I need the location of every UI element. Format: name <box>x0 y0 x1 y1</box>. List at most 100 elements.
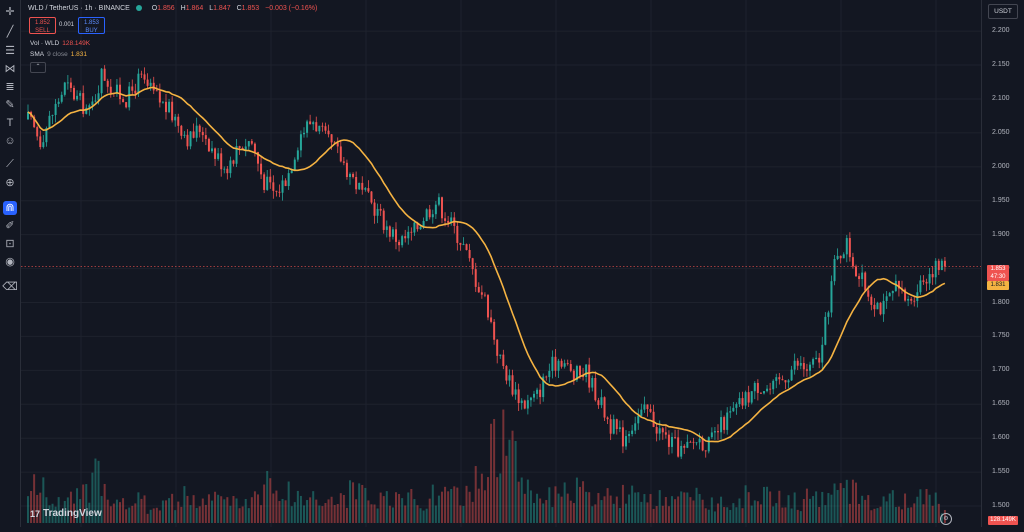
trend-line-icon[interactable]: ╱ <box>6 26 14 38</box>
volume-bar <box>278 501 281 523</box>
candle-body <box>845 238 848 255</box>
buy-button[interactable]: 1.853 BUY <box>78 17 105 34</box>
fib-icon[interactable]: ☰ <box>5 45 15 57</box>
volume-bar <box>542 503 545 523</box>
candle-body <box>511 375 514 395</box>
candle-body <box>830 281 833 313</box>
eye-icon[interactable]: ◉ <box>5 256 15 268</box>
chart-pane[interactable] <box>21 0 981 527</box>
candle-body <box>861 272 864 280</box>
candle-body <box>612 419 615 434</box>
price-axis[interactable]: 2.2002.1502.1002.0502.0001.9501.9001.850… <box>981 0 1024 527</box>
candle-body <box>904 289 907 301</box>
volume-bar <box>867 495 870 523</box>
volume-bar <box>428 498 431 523</box>
drawing-toolbar: ✛ ╱ ☰ ⋈ ≣ ✎ T ☺ ⟋ ⊕ ⋒ ✐ ⊡ ◉ ⌫ <box>0 0 21 527</box>
prediction-icon[interactable]: ≣ <box>5 81 15 93</box>
volume-bar <box>253 491 256 523</box>
symbol-title[interactable]: WLD / TetherUS · 1h · BINANCE <box>28 5 130 12</box>
candle-body <box>183 134 186 136</box>
crosshair-icon[interactable]: ✛ <box>5 6 15 18</box>
volume-bar <box>413 499 416 523</box>
trash-icon[interactable]: ⌫ <box>2 281 18 293</box>
brush-icon[interactable]: ✎ <box>5 99 15 111</box>
candle-body <box>345 162 348 178</box>
candle-body <box>447 220 450 223</box>
volume-bar <box>588 492 591 523</box>
volume-bar <box>281 498 284 523</box>
volume-bar <box>260 505 263 523</box>
current-price-tag: 1.853 47:30 <box>987 265 1009 281</box>
volume-bar <box>628 494 631 523</box>
pattern-icon[interactable]: ⋈ <box>4 63 16 75</box>
candle-body <box>373 202 376 216</box>
candle-body <box>729 411 732 413</box>
candle-body <box>140 73 143 75</box>
drawing-lock-icon[interactable]: ✐ <box>5 220 15 232</box>
volume-bar <box>812 496 815 523</box>
volume-indicator-label: Vol · WLD <box>30 40 60 47</box>
lock-icon[interactable]: ⊡ <box>5 238 15 250</box>
candle-body <box>851 257 854 267</box>
candle-body <box>480 292 483 295</box>
price-tick-label: 1.750 <box>992 332 1010 340</box>
low-value: 1.847 <box>213 5 231 12</box>
candle-body <box>232 160 235 164</box>
volume-bar <box>744 485 747 523</box>
sma-indicator-legend[interactable]: SMA 9 close 1.831 <box>30 51 87 58</box>
candle-body <box>750 391 753 403</box>
volume-bar <box>152 508 155 523</box>
candle-body <box>787 380 790 383</box>
volume-bar <box>404 505 407 523</box>
volume-bar <box>646 502 649 523</box>
volume-bar <box>554 486 557 523</box>
text-icon[interactable]: T <box>6 117 14 129</box>
collapse-legend-button[interactable]: ⌃ <box>30 62 46 73</box>
candle-body <box>885 296 888 301</box>
candlestick-chart[interactable] <box>21 0 981 527</box>
price-tick-label: 1.550 <box>992 468 1010 476</box>
candle-body <box>652 411 655 427</box>
volume-bar <box>63 500 66 523</box>
volume-bar <box>293 502 296 523</box>
volume-bar <box>128 507 131 523</box>
sell-button[interactable]: 1.852 SELL <box>29 17 56 34</box>
volume-bar <box>490 423 493 523</box>
volume-bar <box>39 492 42 523</box>
magnet-icon[interactable]: ⋒ <box>3 201 17 215</box>
candle-body <box>493 321 496 340</box>
emoji-icon[interactable]: ☺ <box>4 135 16 147</box>
volume-bar <box>763 486 765 523</box>
volume-bar <box>536 493 539 523</box>
volume-bar <box>922 504 925 523</box>
chart-settings-icon[interactable]: ⚙ <box>940 513 952 525</box>
volume-indicator-legend[interactable]: Vol · WLD 128.149K <box>30 40 90 47</box>
zoom-in-icon[interactable]: ⊕ <box>5 177 15 189</box>
candle-body <box>793 360 796 370</box>
volume-bar <box>609 495 612 523</box>
ruler-icon[interactable]: ⟋ <box>6 158 14 170</box>
volume-bar <box>821 491 824 523</box>
candle-body <box>180 125 183 136</box>
volume-bar <box>769 491 772 523</box>
candle-body <box>171 101 174 121</box>
currency-selector[interactable]: USDT <box>988 4 1018 19</box>
tradingview-logo[interactable]: 17 TradingView <box>30 508 102 519</box>
open-value: 1.856 <box>157 5 175 12</box>
candle-body <box>284 180 287 187</box>
candle-body <box>97 93 100 101</box>
candle-body <box>563 363 566 367</box>
candle-body <box>775 377 778 381</box>
sma-label: SMA <box>30 51 45 58</box>
volume-indicator-value: 128.149K <box>62 40 91 47</box>
candle-body <box>318 125 321 132</box>
volume-bar <box>916 496 919 523</box>
candle-body <box>395 229 397 242</box>
volume-bar <box>493 418 496 523</box>
volume-bar <box>266 470 269 523</box>
candle-body <box>431 214 434 218</box>
volume-bar <box>339 493 342 523</box>
volume-bar <box>830 494 833 523</box>
volume-bar <box>625 503 627 523</box>
sell-price: 1.852 <box>34 20 50 26</box>
